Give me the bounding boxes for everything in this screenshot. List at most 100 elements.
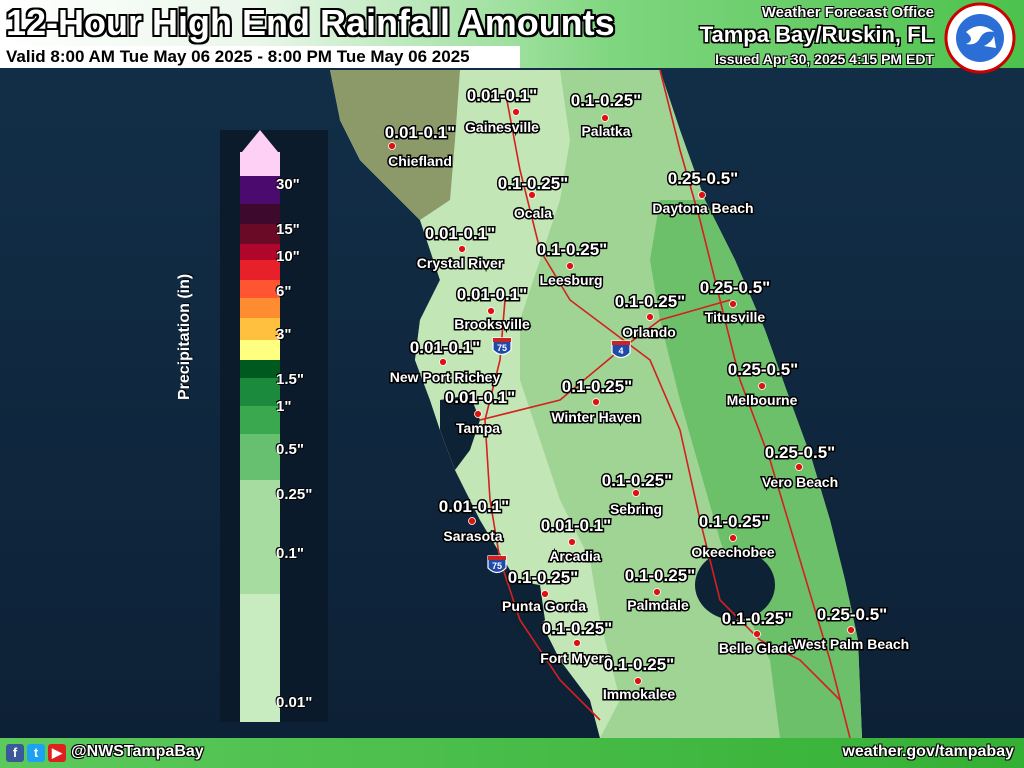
legend-band	[240, 434, 280, 480]
city-dot	[468, 517, 476, 525]
city-marker: 0.1-0.25" Okeechobee	[690, 511, 776, 562]
city-rainfall-value: 0.1-0.25"	[542, 619, 612, 638]
twitter-icon[interactable]: t	[27, 744, 45, 762]
city-name: Orlando	[622, 324, 676, 340]
city-marker: 0.25-0.5" Melbourne	[725, 359, 800, 410]
city-marker: 0.1-0.25" Ocala	[496, 173, 569, 223]
city-name: Okeechobee	[691, 544, 774, 560]
city-rainfall-value: 0.01-0.1"	[410, 338, 480, 357]
legend-band	[240, 318, 280, 340]
city-name: Palmdale	[627, 597, 689, 613]
light-precip-region	[340, 70, 620, 738]
city-marker: 0.01-0.1" New Port Richey	[388, 337, 502, 387]
city-rainfall-value: 0.25-0.5"	[765, 443, 835, 462]
city-name: Crystal River	[417, 255, 504, 271]
website-link[interactable]: weather.gov/tampabay	[842, 743, 1014, 760]
legend-tick-label: 10"	[276, 248, 300, 265]
city-rainfall-value: 0.01-0.1"	[425, 224, 495, 243]
city-name: West Palm Beach	[793, 636, 909, 652]
city-rainfall-value: 0.25-0.5"	[700, 278, 770, 297]
city-dot	[474, 410, 482, 418]
interstate-number: 75	[497, 343, 507, 353]
city-dot	[653, 588, 661, 596]
office-label: Weather Forecast Office	[761, 4, 934, 21]
city-rainfall-value: 0.1-0.25"	[604, 655, 674, 674]
city-rainfall-value: 0.01-0.1"	[467, 86, 537, 105]
city-name: Winter Haven	[551, 409, 640, 425]
legend-band	[240, 480, 280, 536]
legend-band	[240, 378, 280, 406]
interstate-number: 75	[492, 561, 502, 571]
city-dot	[541, 590, 549, 598]
city-marker: 0.1-0.25" Belle Glade	[717, 608, 796, 658]
facebook-icon[interactable]: f	[6, 744, 24, 762]
city-rainfall-value: 0.1-0.25"	[537, 240, 607, 259]
footer-bar: f t ▶ @NWSTampaBay weather.gov/tampabay	[0, 738, 1024, 768]
city-name: Fort Myers	[540, 650, 612, 666]
youtube-icon[interactable]: ▶	[48, 744, 66, 762]
legend-band	[240, 298, 280, 318]
city-marker: 0.01-0.1" Chiefland	[383, 122, 456, 171]
city-labels: 0.01-0.1" Gainesville 0.1-0.25" Palatka 0.01…	[383, 85, 910, 704]
valid-period-bar: Valid 8:00 AM Tue May 06 2025 - 8:00 PM …	[0, 46, 520, 68]
city-name: Arcadia	[549, 548, 601, 564]
city-rainfall-value: 0.01-0.1"	[385, 123, 455, 142]
city-dot	[758, 382, 766, 390]
city-name: Melbourne	[727, 392, 798, 408]
city-marker: 0.1-0.25" Fort Myers	[539, 618, 614, 668]
city-rainfall-value: 0.01-0.1"	[541, 516, 611, 535]
city-marker: 0.1-0.25" Immokalee	[601, 654, 677, 704]
city-dot	[847, 626, 855, 634]
city-dot	[388, 142, 396, 150]
legend-band	[240, 406, 280, 434]
city-dot	[439, 358, 447, 366]
city-name: Punta Gorda	[502, 598, 586, 614]
city-marker: 0.01-0.1" Gainesville	[464, 85, 541, 137]
legend-tick-label: 0.5"	[276, 441, 304, 458]
city-name: New Port Richey	[390, 369, 501, 385]
legend-colorbar	[240, 130, 280, 762]
legend-tick-label: 3"	[276, 326, 292, 343]
city-name: Sebring	[610, 501, 662, 517]
city-dot	[729, 534, 737, 542]
city-rainfall-value: 0.1-0.25"	[699, 512, 769, 531]
city-rainfall-value: 0.01-0.1"	[457, 285, 527, 304]
city-dot	[729, 300, 737, 308]
legend-band	[240, 152, 280, 176]
legend-band	[240, 594, 280, 762]
city-marker: 0.01-0.1" Sarasota	[437, 496, 510, 546]
legend-band	[240, 340, 280, 360]
city-dot	[566, 262, 574, 270]
city-rainfall-value: 0.1-0.25"	[625, 566, 695, 585]
city-dot	[512, 108, 520, 116]
city-rainfall-value: 0.1-0.25"	[508, 568, 578, 587]
charlotte-harbor	[510, 580, 545, 640]
social-handle[interactable]: @NWSTampaBay	[71, 743, 204, 760]
city-rainfall-value: 0.1-0.25"	[498, 174, 568, 193]
city-dot	[528, 191, 536, 199]
header-banner: 12-Hour High End Rainfall Amounts Valid …	[0, 0, 1024, 74]
city-dot	[646, 313, 654, 321]
city-rainfall-value: 0.25-0.5"	[668, 169, 738, 188]
issued-time: Issued Apr 30, 2025 4:15 PM EDT	[715, 51, 934, 67]
city-rainfall-value: 0.1-0.25"	[722, 609, 792, 628]
city-name: Ocala	[514, 205, 552, 221]
city-dot	[487, 307, 495, 315]
city-dot	[698, 191, 706, 199]
map-title: 12-Hour High End Rainfall Amounts	[6, 2, 615, 43]
city-rainfall-value: 0.1-0.25"	[615, 292, 685, 311]
city-dot	[634, 677, 642, 685]
legend-tick-label: 0.01"	[276, 694, 313, 711]
office-name: Tampa Bay/Ruskin, FL	[699, 22, 934, 47]
legend-arrow	[242, 130, 278, 152]
city-dot	[458, 245, 466, 253]
city-marker: 0.25-0.5" Daytona Beach	[651, 168, 755, 218]
legend-band	[240, 536, 280, 594]
city-name: Palatka	[581, 123, 630, 139]
city-name: Belle Glade	[719, 640, 795, 656]
city-marker: 0.25-0.5" Titusville	[698, 277, 771, 327]
city-marker: 0.01-0.1" Tampa	[443, 387, 516, 438]
city-name: Immokalee	[603, 686, 676, 702]
legend-tick-label: 1.5"	[276, 371, 304, 388]
